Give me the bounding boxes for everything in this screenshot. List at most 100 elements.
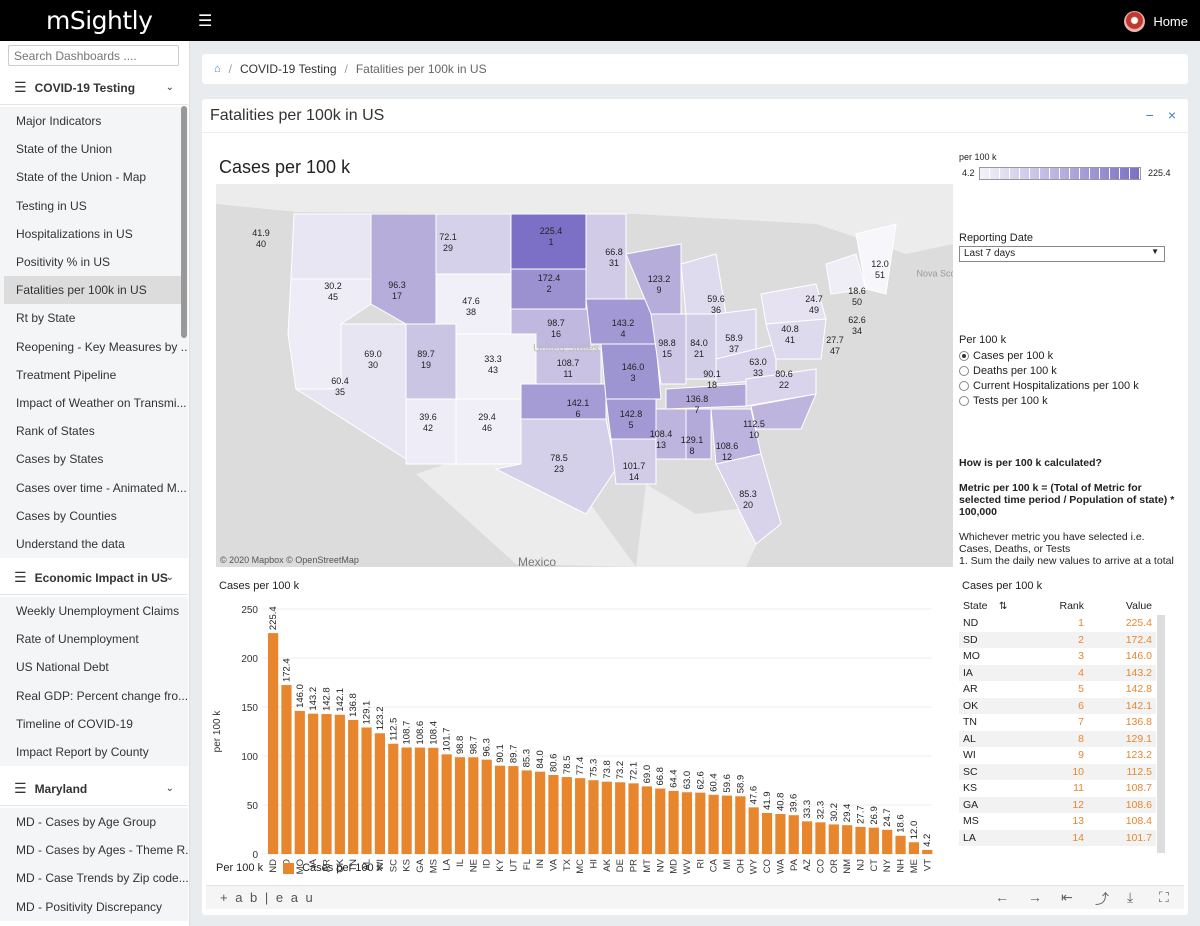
bar[interactable] [695,792,706,854]
sidebar-item[interactable]: US National Debt [16,660,109,675]
map-state-label[interactable]: 225.4 1 [540,226,563,248]
map-state-label[interactable]: 66.8 31 [605,247,623,269]
table-row[interactable]: MO 3 146.0 [959,648,1156,665]
sidebar-item[interactable]: Impact of Weather on Transmi... [16,395,187,410]
radio-button[interactable] [959,366,969,376]
map-state-label[interactable]: 80.6 22 [775,369,793,391]
map-state-label[interactable]: 89.7 19 [417,349,435,371]
bar[interactable] [855,826,866,854]
table-header-state[interactable]: State [963,600,988,612]
sidebar-item[interactable]: Cases by States [16,452,104,467]
map-state-label[interactable]: 129.1 8 [681,435,704,457]
sidebar-section-1[interactable]: ☰ Economic Impact in US ⌄ [0,561,188,595]
bar[interactable] [281,685,292,854]
map-state-label[interactable]: 63.0 33 [749,357,767,379]
bar[interactable] [494,765,506,854]
bar[interactable] [401,747,412,854]
bar[interactable] [668,790,679,854]
bar[interactable] [788,815,799,854]
minimize-button[interactable]: − [1145,107,1154,123]
download-icon[interactable]: ⤓ [1127,889,1134,905]
breadcrumb-section[interactable]: COVID-19 Testing [240,62,337,76]
sidebar-item[interactable]: MD - Cases by Age Group [16,815,157,830]
bar[interactable] [775,814,786,854]
bar[interactable] [548,775,559,854]
map-state-label[interactable]: 40.8 41 [781,324,799,346]
table-row[interactable]: GA 12 108.6 [959,796,1156,813]
bar[interactable] [294,710,305,854]
bar[interactable] [895,835,906,854]
fullscreen-icon[interactable]: ⛶ [1159,889,1169,905]
bar[interactable] [761,812,773,854]
bar[interactable] [481,759,492,854]
bar[interactable] [348,719,359,854]
sidebar-item[interactable]: MD - Positivity Discrepancy [16,899,163,914]
table-row[interactable]: ND 1 225.4 [959,615,1156,632]
sidebar-item[interactable]: Positivity % in US [16,255,111,270]
sidebar-item[interactable]: Treatment Pipeline [16,367,117,382]
bar[interactable] [681,792,693,854]
revert-icon[interactable]: ⇤ [1061,889,1073,905]
table-row[interactable]: TN 7 136.8 [959,714,1156,731]
bar[interactable] [882,829,893,854]
map-state-label[interactable]: 101.7 14 [623,461,646,483]
metric-radio-option[interactable]: Cases per 100 k [959,350,1053,362]
home-icon[interactable]: ⌂ [214,63,221,75]
map-state-label[interactable]: 90.1 18 [703,369,721,391]
sidebar-item[interactable]: Hospitalizations in US [16,226,133,241]
map-state-label[interactable]: 146.0 3 [622,362,645,384]
bar[interactable] [441,754,452,854]
sidebar-item[interactable]: Major Indicators [16,114,102,129]
map-state-label[interactable]: 142.1 6 [567,398,590,420]
map-state-label[interactable]: 47.6 38 [462,296,480,318]
table-row[interactable]: SD 2 172.4 [959,631,1156,648]
undo-icon[interactable]: ← [995,889,1009,905]
bar[interactable] [468,757,479,854]
radio-button[interactable] [959,351,969,361]
map-state-label[interactable]: 58.9 37 [725,333,743,355]
close-button[interactable]: × [1167,107,1176,123]
reporting-date-dropdown[interactable]: Last 7 days ▼ [959,246,1165,262]
table-row[interactable]: MS 13 108.4 [959,813,1156,830]
bar[interactable] [828,824,839,854]
avatar[interactable] [1124,11,1146,32]
map-state-label[interactable]: 72.1 29 [439,232,457,254]
sidebar-item[interactable]: Cases over time - Animated M... [16,480,187,495]
menu-toggle-icon[interactable]: ☰ [198,13,213,30]
bar[interactable] [428,747,439,854]
tableau-logo[interactable]: + a b | e a u [220,890,315,905]
map-state-label[interactable]: 108.6 12 [716,441,739,463]
radio-button[interactable] [959,396,969,406]
map-state-label[interactable]: 108.7 11 [557,358,580,380]
bar[interactable] [615,782,626,854]
table-row[interactable]: IA 4 143.2 [959,664,1156,681]
map-state-label[interactable]: 29.4 46 [478,412,496,434]
app-logo[interactable]: mSightly [46,6,153,35]
bar[interactable] [321,714,332,854]
bar[interactable] [535,771,546,854]
bar[interactable] [521,770,532,854]
bar[interactable] [802,821,813,854]
map-state-label[interactable]: 39.6 42 [419,412,437,434]
bar[interactable] [308,713,319,854]
table-header-rank[interactable]: Rank [1059,600,1084,612]
sidebar-item[interactable]: Reopening - Key Measures by ... [16,339,188,354]
bar[interactable] [334,714,345,854]
bar[interactable] [268,633,279,854]
map-state-label[interactable]: 98.7 16 [547,318,565,340]
sidebar-item[interactable]: Fatalities per 100k in US [4,276,184,305]
search-dashboards-input[interactable] [8,45,179,66]
table-row[interactable]: AL 8 129.1 [959,730,1156,747]
map-state-label[interactable]: 85.3 20 [739,489,757,511]
map-state-label[interactable]: 69.0 30 [364,349,382,371]
map-state-label[interactable]: 112.5 10 [743,419,765,441]
table-row[interactable]: SC 10 112.5 [959,763,1156,780]
map-state-label[interactable]: 172.4 2 [538,273,561,295]
us-choropleth-map[interactable]: 41.9 40 72.1 29 225.4 1 66.8 31 12.0 51 30.2 45 172.… [216,184,953,567]
sidebar-item[interactable]: State of the Union [16,142,113,157]
sidebar-item[interactable]: Impact Report by County [16,745,149,760]
sidebar-item[interactable]: Weekly Unemployment Claims [16,604,180,619]
metric-radio-option[interactable]: Current Hospitalizations per 100 k [959,380,1139,392]
table-row[interactable]: LA 14 101.7 [959,829,1156,846]
